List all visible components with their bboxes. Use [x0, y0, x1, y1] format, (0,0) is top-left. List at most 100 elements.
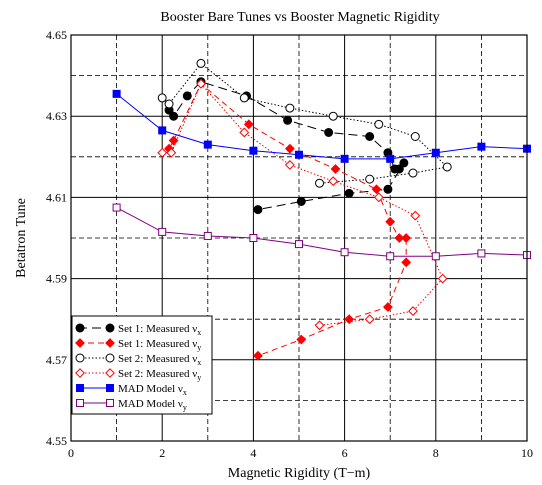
- series-2: [164, 78, 412, 361]
- data-point: [373, 192, 384, 203]
- data-point: [283, 115, 293, 125]
- legend-entry-subscript: x: [197, 358, 201, 367]
- legend-marker: [105, 368, 115, 378]
- legend-entry-text: Set 2: Measured ν: [118, 353, 197, 365]
- data-point: [401, 257, 412, 268]
- y-tick-label: 4.55: [46, 434, 67, 448]
- data-point: [330, 164, 341, 174]
- y-tick-label: 4.63: [46, 109, 67, 123]
- series-4: [157, 78, 448, 331]
- data-point: [295, 150, 303, 159]
- legend-entry-text: Set 1: Measured ν: [118, 338, 197, 350]
- y-tick-label: 4.57: [46, 353, 67, 367]
- data-point: [112, 203, 121, 212]
- data-point: [243, 119, 254, 130]
- data-point: [158, 126, 167, 135]
- x-tick-label: 8: [433, 446, 439, 460]
- data-point: [182, 91, 192, 101]
- legend-entry-text: Set 1: Measured ν: [118, 323, 197, 335]
- legend-marker: [75, 368, 85, 378]
- y-tick-label: 4.59: [46, 272, 67, 286]
- data-point: [164, 99, 174, 109]
- data-point: [442, 162, 452, 172]
- legend-entry-subscript: x: [197, 328, 201, 337]
- data-point: [477, 142, 486, 151]
- legend-marker: [105, 338, 115, 348]
- plot-frame: [70, 34, 528, 442]
- data-point: [477, 249, 486, 258]
- data-point: [344, 188, 354, 198]
- data-point: [166, 147, 177, 158]
- data-point: [112, 89, 121, 98]
- data-point: [394, 164, 404, 174]
- data-point: [295, 240, 303, 249]
- legend-marker: [105, 353, 115, 363]
- data-point: [284, 143, 295, 154]
- legend-entry: Set 1: Measured νy: [118, 338, 201, 352]
- data-point: [203, 140, 212, 149]
- legend-entry-text: Set 2: Measured ν: [118, 368, 197, 380]
- data-point: [196, 78, 206, 89]
- data-point: [315, 178, 325, 188]
- grid: [71, 35, 527, 441]
- data-point: [157, 147, 168, 158]
- ticks: 0 2 4 6 8 10 4.55 4.57 4.59 4.61 4.63 4.65: [46, 28, 533, 460]
- x-tick-label: 0: [68, 446, 74, 460]
- data-point: [285, 103, 295, 113]
- data-point: [386, 252, 395, 261]
- data-point: [385, 216, 396, 227]
- data-point: [371, 184, 382, 195]
- data-point: [437, 273, 448, 284]
- data-point: [431, 148, 440, 157]
- legend-marker: [75, 353, 85, 363]
- data-point: [296, 196, 306, 206]
- data-point: [249, 146, 258, 155]
- data-point: [394, 233, 405, 243]
- x-tick-label: 6: [342, 446, 348, 460]
- x-tick-label: 2: [159, 446, 165, 460]
- data-point: [340, 154, 349, 163]
- x-tick-label: 4: [250, 446, 256, 460]
- data-point: [203, 231, 212, 240]
- legend-marker: [76, 384, 84, 392]
- legend-entry-text: MAD Model ν: [118, 398, 183, 410]
- legend-marker: [106, 399, 114, 407]
- legend-entry: Set 2: Measured νx: [118, 353, 201, 367]
- legend-marker: [76, 399, 84, 407]
- legend-entry: MAD Model νx: [118, 383, 187, 397]
- data-point: [196, 58, 206, 68]
- data-point: [383, 302, 393, 312]
- data-point: [383, 184, 393, 194]
- data-point: [284, 160, 295, 170]
- data-point: [399, 158, 409, 168]
- data-point: [344, 314, 355, 325]
- legend-box: [71, 315, 213, 415]
- data-point: [324, 127, 334, 137]
- y-tick-label: 4.65: [46, 28, 67, 42]
- data-point: [431, 252, 440, 261]
- series-3: [157, 58, 452, 188]
- data-point: [253, 205, 263, 215]
- chart-title: Booster Bare Tunes vs Booster Magnetic R…: [160, 10, 439, 25]
- data-point: [253, 350, 263, 361]
- legend-entry: MAD Model νy: [118, 398, 187, 412]
- data-point: [374, 119, 384, 129]
- data-point: [328, 176, 339, 187]
- data-point: [410, 210, 421, 221]
- series-line: [116, 93, 528, 160]
- data-point: [365, 132, 375, 141]
- data-point: [364, 314, 375, 325]
- data-point: [328, 111, 338, 121]
- data-point: [157, 93, 167, 103]
- data-point: [410, 132, 420, 141]
- legend-entry-subscript: x: [183, 388, 187, 397]
- data-point: [365, 174, 375, 184]
- x-axis-label: Magnetic Rigidity (T−m): [228, 466, 371, 481]
- legend-marker: [75, 323, 85, 333]
- y-tick-label: 4.61: [46, 190, 67, 204]
- data-point: [249, 234, 258, 242]
- legend-entry: Set 1: Measured νx: [118, 323, 201, 337]
- legend-marker: [106, 384, 114, 392]
